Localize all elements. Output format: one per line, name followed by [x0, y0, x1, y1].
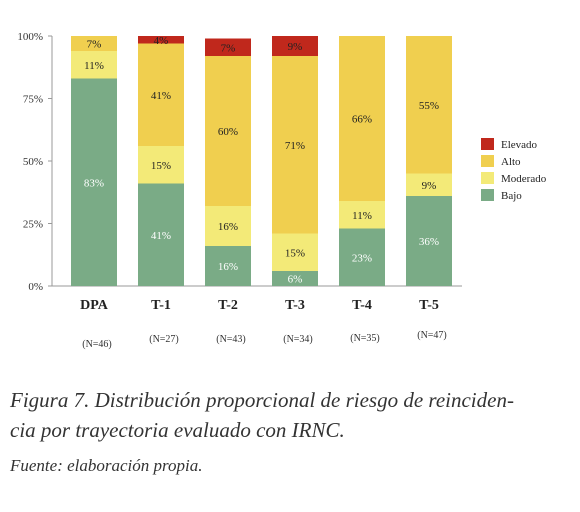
y-tick-label: 50% — [23, 156, 43, 168]
bar-segment-alto-dpa — [71, 36, 117, 51]
data-label-moderado-dpa: 11% — [84, 60, 104, 72]
x-tick-label: T-4 — [352, 298, 372, 313]
x-sample-size-label: (N=35) — [350, 333, 380, 344]
x-sample-size-label: (N=43) — [216, 334, 246, 345]
legend-swatch-moderado — [481, 172, 494, 184]
x-tick-label: T-1 — [151, 298, 171, 313]
y-tick-label: 25% — [23, 219, 43, 231]
bars: 83% 11% 7% 41% 15% 41% 4% 16% 16% 60% 7% 6% 15% 71% 9%… — [71, 35, 452, 286]
bar-segment-moderado-t-5 — [406, 173, 452, 196]
data-label-moderado-t-4: 11% — [352, 210, 372, 222]
bar-segment-bajo-t-5 — [406, 196, 452, 286]
data-label-moderado-t-2: 16% — [218, 221, 238, 233]
bar-segment-moderado-t-1 — [138, 146, 184, 184]
x-sample-size-label: (N=27) — [149, 334, 179, 345]
x-tick-label: T-5 — [419, 298, 439, 313]
y-tick-label: 100% — [17, 31, 43, 43]
legend-swatch-elevado — [481, 138, 494, 150]
x-tick-label: T-2 — [218, 298, 238, 313]
data-label-alto-dpa: 7% — [87, 39, 102, 51]
bar-segment-elevado-t-3 — [272, 36, 318, 56]
data-label-bajo-t-5: 36% — [419, 236, 439, 248]
y-axis: 0% 25% 50% 75% 100% — [17, 31, 462, 293]
y-tick-label: 0% — [28, 281, 43, 293]
legend-label-alto: Alto — [501, 156, 521, 168]
stacked-bar-chart: 0% 25% 50% 75% 100% 83% 11% 7% 41% 15% 41% 4% 16% 16… — [17, 31, 547, 350]
data-label-elevado-t-2: 7% — [221, 42, 236, 54]
caption-line-2: cia por trayectoria evaluado con IRNC. — [10, 418, 345, 442]
bar-segment-alto-t-4 — [339, 36, 385, 201]
bar-segment-moderado-t-4 — [339, 201, 385, 229]
data-label-moderado-t-1: 15% — [151, 160, 171, 172]
bar-segment-moderado-t-3 — [272, 233, 318, 271]
legend-swatch-bajo — [481, 189, 494, 201]
bar-segment-bajo-t-3 — [272, 271, 318, 286]
bar-segment-elevado-t-2 — [205, 38, 251, 56]
legend-label-moderado: Moderado — [501, 173, 547, 185]
y-tick-label: 75% — [23, 94, 43, 106]
legend-label-elevado: Elevado — [501, 139, 538, 151]
data-label-alto-t-1: 41% — [151, 90, 171, 102]
bar-segment-alto-t-3 — [272, 56, 318, 234]
figure-source: Fuente: elaboración propia. — [10, 456, 203, 475]
x-tick-label: T-3 — [285, 298, 305, 313]
caption-line-1: Figura 7. Distribución proporcional de r… — [10, 388, 514, 412]
data-label-bajo-t-2: 16% — [218, 261, 238, 273]
figure-caption: Figura 7. Distribución proporcional de r… — [10, 385, 570, 445]
legend-label-bajo: Bajo — [501, 190, 522, 202]
bar-segment-alto-t-2 — [205, 56, 251, 206]
data-label-alto-t-4: 66% — [352, 114, 372, 126]
bar-segment-moderado-dpa — [71, 51, 117, 79]
data-label-alto-t-3: 71% — [285, 140, 305, 152]
data-label-moderado-t-5: 9% — [422, 180, 437, 192]
data-label-elevado-t-1: 4% — [154, 35, 169, 47]
bar-segment-moderado-t-2 — [205, 206, 251, 246]
bar-segment-bajo-t-1 — [138, 183, 184, 286]
data-label-alto-t-5: 55% — [419, 100, 439, 112]
bar-segment-bajo-t-4 — [339, 228, 385, 286]
x-tick-label: DPA — [80, 298, 109, 313]
data-label-elevado-t-3: 9% — [288, 41, 303, 53]
legend-swatch-alto — [481, 155, 494, 167]
data-label-bajo-t-4: 23% — [352, 252, 372, 264]
data-label-bajo-t-3: 6% — [288, 274, 303, 286]
bar-segment-elevado-t-1 — [138, 36, 184, 44]
bar-segment-alto-t-5 — [406, 36, 452, 174]
x-sample-size-label: (N=47) — [417, 330, 447, 341]
bar-segment-bajo-dpa — [71, 78, 117, 286]
bar-segment-bajo-t-2 — [205, 246, 251, 286]
data-label-bajo-t-1: 41% — [151, 230, 171, 242]
data-label-moderado-t-3: 15% — [285, 247, 305, 259]
data-label-bajo-dpa: 83% — [84, 177, 104, 189]
data-label-alto-t-2: 60% — [218, 126, 238, 138]
x-sample-size-label: (N=46) — [82, 339, 112, 350]
x-sample-size-label: (N=34) — [283, 334, 313, 345]
legend: Elevado Alto Moderado Bajo — [481, 138, 547, 202]
x-axis: DPA (N=46) T-1 (N=27) T-2 (N=43) T-3 (N=34) T-4 (… — [80, 298, 447, 350]
bar-segment-alto-t-1 — [138, 43, 184, 146]
